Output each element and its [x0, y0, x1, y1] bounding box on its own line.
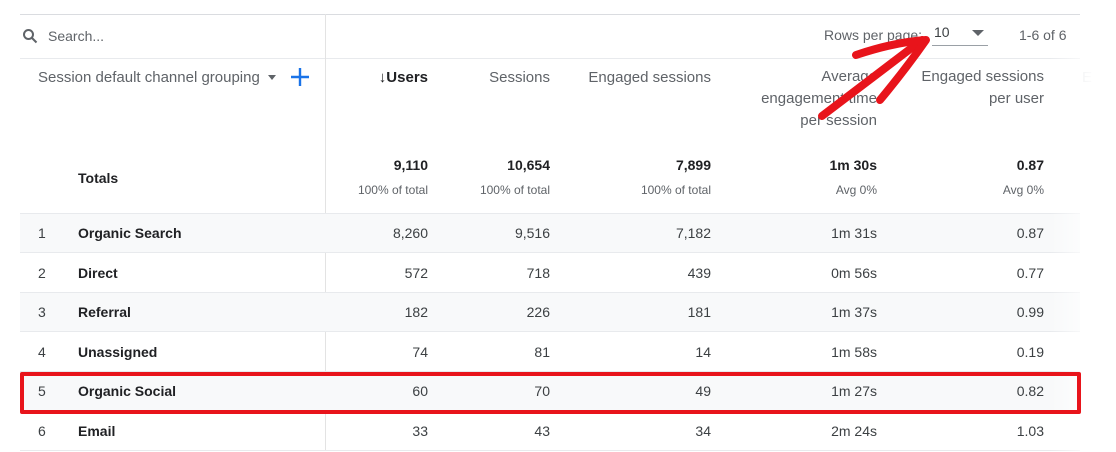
row-value: 439	[687, 264, 711, 281]
add-dimension-icon[interactable]	[290, 67, 310, 87]
divider	[20, 213, 1080, 214]
table-row[interactable]: 6 Email 33 43 34 2m 24s 1.03	[20, 412, 1080, 451]
dropdown-caret-icon	[972, 30, 984, 36]
totals-subtext: Avg 0%	[835, 183, 877, 197]
row-value: 14	[695, 343, 711, 360]
totals-value: 7,899	[675, 157, 711, 173]
row-value: 718	[526, 264, 550, 281]
row-value: 81	[534, 343, 550, 360]
row-value: 74	[412, 343, 428, 360]
row-number: 2	[38, 264, 46, 281]
rows-per-page-label: Rows per page:	[824, 27, 923, 43]
scroll-fade	[1050, 58, 1116, 452]
totals-label: Totals	[78, 170, 119, 186]
column-header-engaged-sessions[interactable]: Engaged sessions	[588, 69, 711, 86]
row-value: 43	[534, 422, 550, 439]
row-value: 1m 31s	[831, 225, 877, 241]
column-header-users[interactable]: ↓Users	[378, 69, 428, 86]
row-value: 181	[687, 304, 711, 320]
table-row[interactable]: 1 Organic Search 8,260 9,516 7,182 1m 31s 0.87	[20, 214, 1080, 253]
annotation-highlight-box	[20, 372, 1081, 414]
top-border	[20, 14, 1080, 15]
row-value: 1m 58s	[831, 343, 877, 360]
pagination-range: 1-6 of 6	[1019, 27, 1067, 43]
row-value: 49	[695, 383, 711, 399]
totals-subtext: 100% of total	[479, 183, 550, 197]
row-value: 34	[695, 422, 711, 439]
row-value: 1m 27s	[831, 383, 877, 399]
row-value: 0.77	[1016, 264, 1044, 281]
row-value: 0.19	[1016, 343, 1044, 360]
row-value: 0.99	[1016, 304, 1044, 320]
totals-value: 10,654	[507, 157, 550, 173]
totals-subtext: Avg 0%	[1002, 183, 1044, 197]
search-icon	[23, 29, 38, 44]
channel-name: Unassigned	[78, 343, 158, 360]
row-value: 572	[404, 264, 428, 281]
row-value: 1.03	[1016, 422, 1044, 439]
totals-subtext: 100% of total	[640, 183, 711, 197]
column-header-sessions[interactable]: Sessions	[489, 69, 550, 86]
row-value: 9,516	[514, 225, 550, 241]
row-value: 182	[404, 304, 428, 320]
row-value: 0.82	[1016, 383, 1044, 399]
row-number: 3	[38, 304, 46, 320]
channel-name: Referral	[78, 304, 131, 320]
row-number: 1	[38, 225, 46, 241]
rows-per-page-value: 10	[934, 24, 950, 40]
table-row[interactable]: 3 Referral 182 226 181 1m 37s 0.99	[20, 293, 1080, 332]
channel-name: Organic Social	[78, 383, 177, 399]
channel-name: Organic Search	[78, 225, 182, 241]
row-value: 8,260	[392, 225, 428, 241]
channel-name: Email	[78, 422, 116, 439]
row-number: 6	[38, 422, 46, 439]
totals-value: 0.87	[1016, 157, 1044, 173]
row-number: 4	[38, 343, 46, 360]
search-box[interactable]: Search...	[22, 28, 104, 44]
column-header-engaged-sessions-per-user[interactable]: Engaged sessions per user	[921, 68, 1044, 107]
dimension-header-label: Session default channel grouping	[38, 68, 260, 86]
table-row[interactable]: 4 Unassigned 74 81 14 1m 58s 0.19	[20, 333, 1080, 372]
row-value: 7,182	[675, 225, 711, 241]
totals-value: 9,110	[393, 157, 428, 173]
table-row[interactable]: 2 Direct 572 718 439 0m 56s 0.77	[20, 254, 1080, 293]
totals-value: 1m 30s	[829, 157, 877, 173]
row-value: 1m 37s	[831, 304, 877, 320]
row-value: 2m 24s	[831, 422, 877, 439]
rows-per-page-select[interactable]: 10	[932, 24, 988, 46]
row-value: 70	[534, 383, 550, 399]
row-value: 60	[412, 383, 428, 399]
totals-subtext: 100% of total	[357, 183, 428, 197]
row-number: 5	[38, 383, 46, 399]
table-row[interactable]: 5 Organic Social 60 70 49 1m 27s 0.82	[20, 372, 1080, 411]
row-value: 33	[412, 422, 428, 439]
channel-name: Direct	[78, 264, 118, 281]
divider	[20, 58, 1080, 59]
row-value: 0m 56s	[831, 264, 877, 281]
dropdown-caret-icon	[267, 74, 276, 80]
row-value: 0.87	[1016, 225, 1044, 241]
dimension-header[interactable]: Session default channel grouping	[38, 67, 310, 87]
search-input[interactable]: Search...	[48, 28, 105, 44]
row-value: 226	[526, 304, 550, 320]
